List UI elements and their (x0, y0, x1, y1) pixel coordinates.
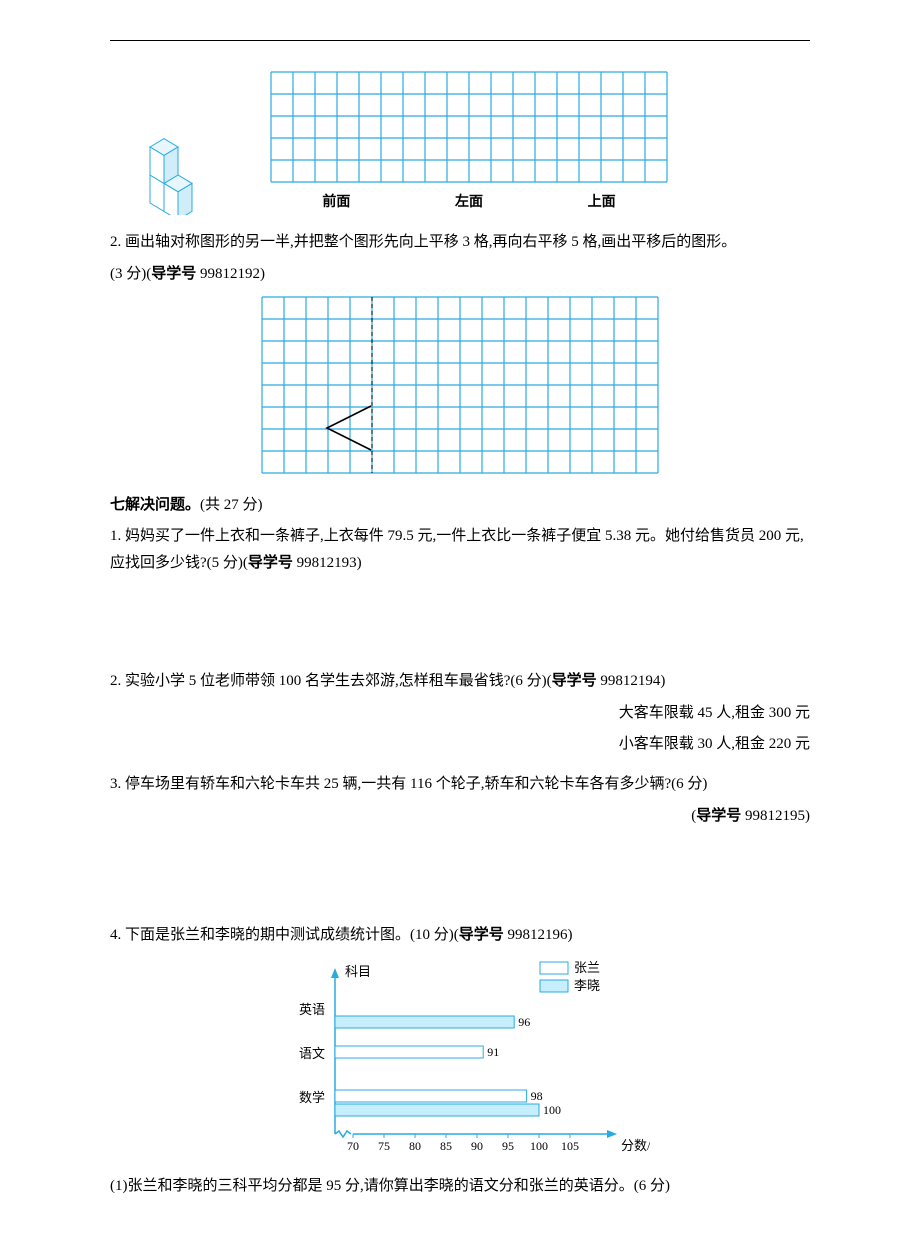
grid2-wrap (110, 296, 810, 474)
q7-4-bold: 导学号 (459, 926, 504, 943)
svg-text:分数/分: 分数/分 (621, 1138, 650, 1153)
svg-text:李晓: 李晓 (574, 978, 600, 993)
grid1-svg (270, 71, 668, 183)
q7-2-bold: 导学号 (552, 672, 597, 689)
q7-2-code: 99812194) (597, 673, 666, 689)
q7-4-chart-wrap: 科目 70 75 80 85 90 95 100 105 分数/分 张兰李晓英语 96 语文 91 数学 98… (110, 954, 810, 1164)
svg-text:语文: 语文 (299, 1046, 325, 1061)
q7-3: 3. 停车场里有轿车和六轮卡车共 25 辆,一共有 116 个轮子,轿车和六轮卡… (110, 772, 810, 798)
sec7-rest: (共 27 分) (200, 497, 263, 513)
q7-3-code-line: (导学号 99812195) (110, 803, 810, 830)
q7-3-code: 99812195) (741, 808, 810, 824)
q2-body: 2. 画出轴对称图形的另一半,并把整个图形先向上平移 3 格,再向右平移 5 格… (110, 234, 736, 250)
q7-1: 1. 妈妈买了一件上衣和一条裤子,上衣每件 79.5 元,一件上衣比一条裤子便宜… (110, 524, 810, 576)
sec7-bold: 七解决问题。 (110, 496, 200, 513)
q2-code: 99812192) (196, 266, 265, 282)
figure-row-1: 前面 左面 上面 (110, 71, 810, 215)
svg-text:数学: 数学 (299, 1090, 325, 1105)
svg-text:91: 91 (487, 1045, 499, 1059)
section7-heading: 七解决问题。(共 27 分) (110, 492, 810, 519)
gap-2 (110, 836, 810, 916)
svg-text:95: 95 (502, 1139, 514, 1153)
grid1-labels: 前面 左面 上面 (270, 191, 668, 215)
svg-text:科目: 科目 (345, 964, 371, 979)
svg-text:105: 105 (561, 1139, 579, 1153)
svg-text:85: 85 (440, 1139, 452, 1153)
svg-text:98: 98 (531, 1089, 543, 1103)
cubes-svg (120, 125, 220, 215)
q7-1-bold: 导学号 (248, 554, 293, 571)
page-top-rule (110, 40, 810, 41)
q7-2: 2. 实验小学 5 位老师带领 100 名学生去郊游,怎样租车最省钱?(6 分)… (110, 668, 810, 695)
svg-text:100: 100 (530, 1139, 548, 1153)
grid1-label-top: 上面 (588, 191, 616, 215)
bar-chart-svg: 科目 70 75 80 85 90 95 100 105 分数/分 张兰李晓英语 96 语文 91 数学 98… (270, 954, 650, 1164)
q2-bold: 导学号 (151, 265, 196, 282)
q7-3-body: 3. 停车场里有轿车和六轮卡车共 25 辆,一共有 116 个轮子,轿车和六轮卡… (110, 776, 707, 792)
svg-text:75: 75 (378, 1139, 390, 1153)
grid2-svg (261, 296, 659, 474)
gap-1 (110, 582, 810, 662)
cubes-figure (110, 125, 230, 215)
svg-text:96: 96 (518, 1015, 530, 1029)
q7-2-line-a: 大客车限载 45 人,租金 300 元 (110, 701, 810, 727)
q7-2-line-b: 小客车限载 30 人,租金 220 元 (110, 732, 810, 758)
q2-text: 2. 画出轴对称图形的另一半,并把整个图形先向上平移 3 格,再向右平移 5 格… (110, 230, 810, 256)
svg-text:英语: 英语 (299, 1002, 325, 1017)
svg-text:80: 80 (409, 1139, 421, 1153)
q7-4-code: 99812196) (504, 927, 573, 943)
grid1-label-left: 左面 (455, 191, 483, 215)
svg-text:90: 90 (471, 1139, 483, 1153)
svg-text:张兰: 张兰 (574, 960, 600, 975)
q7-1-code: 99812193) (293, 555, 362, 571)
q2-points: (3 分)( (110, 266, 151, 282)
q2-code-line: (3 分)(导学号 99812192) (110, 261, 810, 288)
q7-4: 4. 下面是张兰和李晓的期中测试成绩统计图。(10 分)(导学号 9981219… (110, 922, 810, 949)
q7-1-body: 1. 妈妈买了一件上衣和一条裤子,上衣每件 79.5 元,一件上衣比一条裤子便宜… (110, 528, 804, 571)
svg-text:70: 70 (347, 1139, 359, 1153)
grid1-label-front: 前面 (322, 191, 350, 215)
grid1-wrap: 前面 左面 上面 (270, 71, 668, 215)
q7-2-body: 2. 实验小学 5 位老师带领 100 名学生去郊游,怎样租车最省钱?(6 分)… (110, 673, 552, 689)
q7-3-bold: 导学号 (696, 807, 741, 824)
q7-4-1: (1)张兰和李晓的三科平均分都是 95 分,请你算出李晓的语文分和张兰的英语分。… (110, 1174, 810, 1200)
q7-4-body: 4. 下面是张兰和李晓的期中测试成绩统计图。(10 分)( (110, 927, 459, 943)
svg-text:100: 100 (543, 1103, 561, 1117)
